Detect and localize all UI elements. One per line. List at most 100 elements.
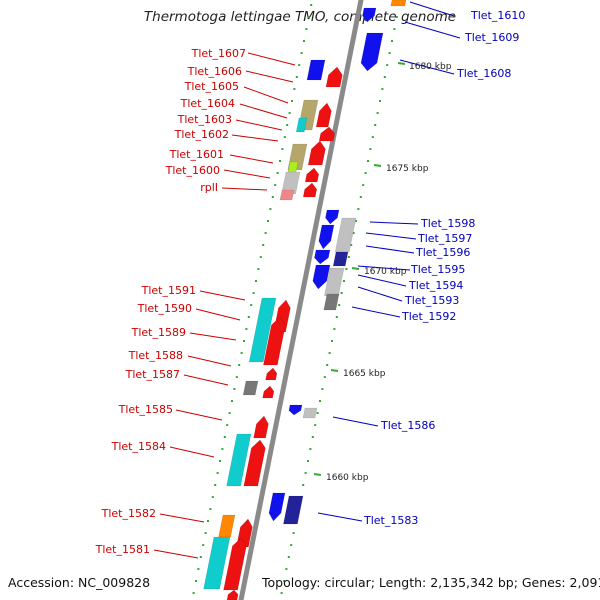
gene-tlet-1609[interactable]	[361, 7, 377, 23]
gene-tlet-1603[interactable]	[295, 117, 308, 133]
gene-label-tlet-1596[interactable]: Tlet_1596	[415, 246, 470, 259]
tick-dot	[214, 484, 217, 486]
label-leader-line	[223, 169, 271, 179]
tick-dot	[293, 88, 296, 90]
gene-label-tlet-1590[interactable]: Tlet_1590	[137, 302, 192, 315]
label-leader-line	[153, 549, 199, 559]
gene-tlet-1583a[interactable]	[267, 492, 286, 522]
gene-label-tlet-1603[interactable]: Tlet_1603	[177, 113, 232, 126]
gene-tlet-1587b[interactable]	[262, 385, 275, 399]
tick-dot	[238, 364, 241, 366]
gene-tlet-1586a[interactable]	[288, 404, 303, 416]
gene-tlet-1588[interactable]	[265, 367, 278, 381]
gene-tlet-1580[interactable]	[226, 589, 239, 600]
gene-label-tlet-1600[interactable]: Tlet_1600	[165, 164, 220, 177]
gene-tlet-1602[interactable]	[318, 126, 336, 142]
gene-tlet-1584[interactable]	[226, 433, 252, 487]
gene-label-tlet-1609[interactable]: Tlet_1609	[464, 31, 519, 44]
gene-label-tlet-1591[interactable]: Tlet_1591	[141, 284, 196, 297]
gene-label-tlet-1581[interactable]: Tlet_1581	[95, 543, 150, 556]
label-leader-line	[231, 134, 279, 142]
gene-label-tlet-1583[interactable]: Tlet_1583	[363, 514, 418, 527]
tick-dot	[197, 568, 200, 570]
gene-label-tlet-1602[interactable]: Tlet_1602	[174, 128, 229, 141]
scale-tick	[313, 473, 322, 476]
gene-tlet-1600[interactable]	[307, 140, 327, 166]
gene-label-tlet-1606[interactable]: Tlet_1606	[187, 65, 242, 78]
tick-dot	[221, 448, 224, 450]
gene-label-tlet-1588[interactable]: Tlet_1588	[128, 349, 183, 362]
tick-dot	[395, 16, 398, 18]
gene-tlet-1584b[interactable]	[243, 439, 267, 487]
label-leader-line	[332, 416, 379, 427]
gene-label-tlet-1597[interactable]: Tlet_1597	[417, 232, 472, 245]
tick-dot	[340, 292, 343, 294]
scale-label-1665: 1665 kbp	[343, 369, 386, 379]
gene-tlet-1606[interactable]	[325, 66, 344, 88]
tick-dot	[267, 220, 269, 222]
gene-label-tlet-1585[interactable]: Tlet_1585	[118, 403, 173, 416]
gene-label-tlet-1604[interactable]: Tlet_1604	[180, 97, 235, 110]
gene-label-tlet-1592[interactable]: Tlet_1592	[401, 310, 456, 323]
gene-tlet-1595[interactable]	[313, 249, 331, 265]
gene-tlet-1591[interactable]	[248, 297, 277, 363]
label-leader-line	[351, 306, 401, 318]
gene-label-tlet-1601[interactable]: Tlet_1601	[169, 148, 224, 161]
tick-dot	[271, 196, 274, 198]
gene-tlet-1583[interactable]	[283, 495, 304, 525]
gene-label-tlet-1582[interactable]: Tlet_1582	[101, 507, 156, 520]
gene-tlet-1610[interactable]	[390, 0, 407, 7]
gene-rpli-b[interactable]	[302, 182, 318, 198]
tick-dot	[367, 160, 369, 162]
gene-tlet-1581[interactable]	[203, 536, 231, 590]
label-leader-line	[183, 374, 229, 386]
gene-tlet-1598a[interactable]	[324, 209, 340, 225]
gene-label-tlet-1607[interactable]: Tlet_1607	[191, 47, 246, 60]
gene-tlet-1582[interactable]	[218, 514, 236, 538]
label-leader-line	[409, 1, 455, 17]
gene-tlet-1586[interactable]	[302, 407, 318, 419]
tick-dot	[279, 160, 281, 162]
gene-rpli-pseudo[interactable]	[281, 171, 301, 195]
gene-label-tlet-1605[interactable]: Tlet_1605	[184, 80, 239, 93]
gene-tlet-1587[interactable]	[242, 380, 259, 396]
label-leader-line	[189, 332, 237, 341]
tick-dot	[319, 400, 321, 402]
gene-label-tlet-1593[interactable]: Tlet_1593	[404, 294, 459, 307]
gene-tlet-1596[interactable]	[332, 251, 349, 267]
gene-label-tlet-1586[interactable]: Tlet_1586	[380, 419, 435, 432]
gene-tlet-1598[interactable]	[334, 217, 357, 253]
gene-label-tlet-1589[interactable]: Tlet_1589	[131, 326, 186, 339]
gene-label-tlet-1595[interactable]: Tlet_1595	[410, 263, 465, 276]
gene-tlet-1581b[interactable]	[223, 537, 248, 591]
gene-label-rpli[interactable]: rplI	[200, 181, 218, 194]
tick-dot	[228, 412, 231, 414]
gene-label-tlet-1610[interactable]: Tlet_1610	[470, 9, 525, 22]
gene-rpli[interactable]	[279, 189, 295, 201]
gene-tlet-1594[interactable]	[311, 264, 331, 290]
tick-dot	[290, 544, 293, 546]
gene-tlet-1597[interactable]	[317, 224, 335, 250]
gene-tlet-1608[interactable]	[359, 32, 384, 72]
gene-label-tlet-1594[interactable]: Tlet_1594	[408, 279, 463, 292]
gene-label-tlet-1608[interactable]: Tlet_1608	[456, 67, 511, 80]
gene-tlet-1600b[interactable]	[304, 167, 320, 183]
tick-dot	[343, 280, 345, 282]
tick-dot	[328, 352, 331, 354]
gene-label-tlet-1587[interactable]: Tlet_1587	[125, 368, 180, 381]
gene-label-tlet-1598[interactable]: Tlet_1598	[420, 217, 475, 230]
tick-dot	[305, 28, 308, 30]
gene-tlet-1607[interactable]	[306, 59, 326, 81]
gene-tlet-1604[interactable]	[315, 102, 333, 128]
gene-tlet-1585[interactable]	[253, 415, 270, 439]
gene-tlet-1592[interactable]	[323, 293, 340, 311]
tick-dot	[252, 292, 255, 294]
gene-tlet-1589[interactable]	[263, 316, 287, 366]
gene-label-tlet-1584[interactable]: Tlet_1584	[111, 440, 166, 453]
tick-dot	[235, 376, 238, 378]
tick-dot	[257, 268, 260, 270]
tick-dot	[347, 256, 350, 258]
tick-dot	[350, 244, 353, 246]
tick-dot	[303, 40, 305, 42]
